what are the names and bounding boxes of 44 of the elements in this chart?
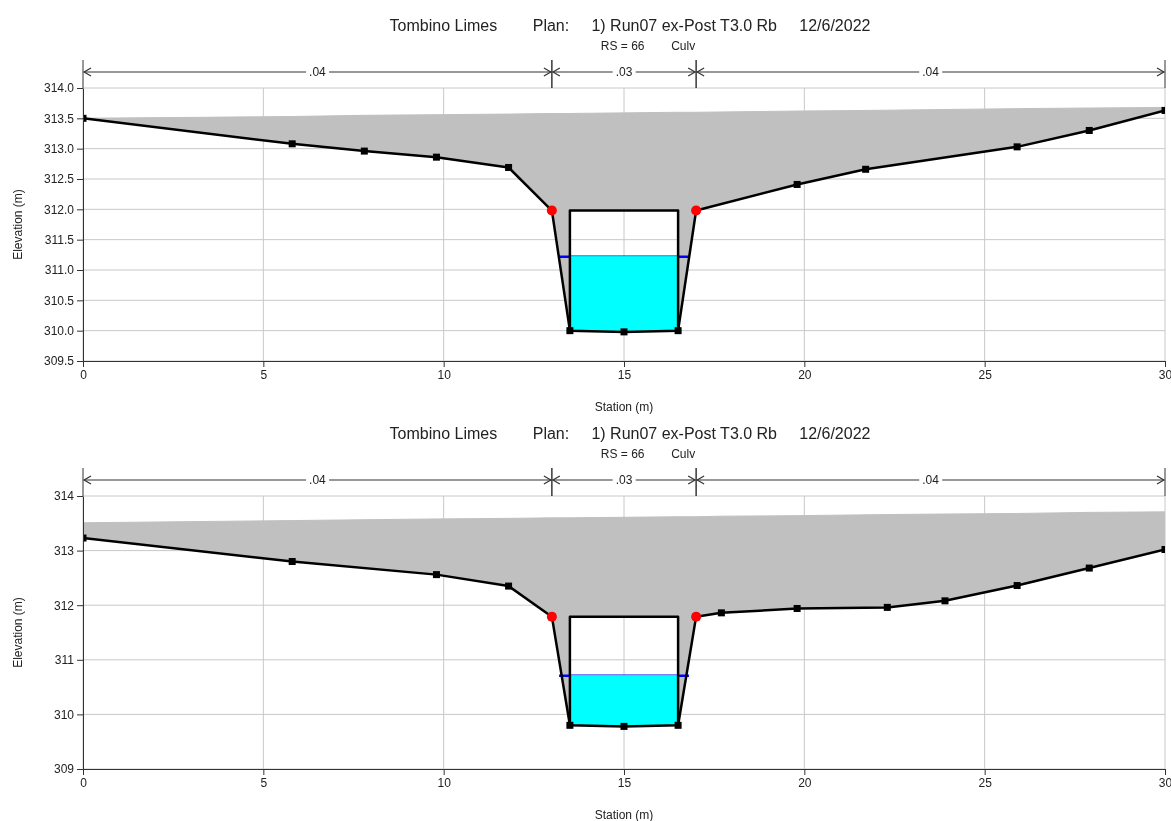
y-tick-label: 311.0 bbox=[44, 263, 75, 278]
chart-subtitle: RS = 66 Culv bbox=[600, 39, 696, 53]
x-axis-title: Station (m) bbox=[594, 400, 654, 414]
y-tick-label: 310.5 bbox=[43, 293, 75, 308]
y-tick-label: 313 bbox=[53, 543, 75, 558]
x-tick-label: 10 bbox=[437, 775, 452, 790]
y-tick-label: 310 bbox=[53, 707, 75, 722]
x-tick-label: 5 bbox=[260, 775, 268, 790]
x-tick-label: 5 bbox=[260, 367, 268, 382]
y-tick-label: 312 bbox=[53, 598, 75, 613]
y-tick-label: 309 bbox=[53, 762, 75, 777]
x-tick-label: 20 bbox=[798, 367, 812, 382]
x-tick-label: 0 bbox=[80, 775, 88, 790]
y-axis-title: Elevation (m) bbox=[11, 189, 25, 260]
text: .03 bbox=[615, 65, 633, 79]
y-tick-label: 311.5 bbox=[44, 233, 75, 248]
x-tick-label: 0 bbox=[80, 367, 88, 382]
y-tick-label: 312.0 bbox=[43, 202, 75, 217]
y-tick-label: 313.0 bbox=[43, 142, 75, 157]
x-axis-title: Station (m) bbox=[594, 808, 654, 821]
text: .04 bbox=[309, 65, 327, 79]
chart-subtitle: RS = 66 Culv bbox=[600, 447, 696, 461]
y-tick-label: 314 bbox=[53, 489, 75, 504]
text: .04 bbox=[922, 65, 940, 79]
text: .04 bbox=[922, 473, 940, 487]
y-tick-label: 314.0 bbox=[43, 81, 75, 96]
chart-title: Tombino Limes Plan: 1) Run07 ex-Post T3.0 Rb 12/6/2022 bbox=[389, 425, 871, 442]
y-tick-label: 312.5 bbox=[43, 172, 75, 187]
y-tick-label: 309.5 bbox=[43, 354, 75, 369]
x-tick-label: 30 bbox=[1158, 367, 1171, 382]
x-tick-label: 25 bbox=[978, 367, 993, 382]
text: .04 bbox=[309, 473, 327, 487]
x-tick-label: 20 bbox=[798, 775, 812, 790]
chart-title: Tombino Limes Plan: 1) Run07 ex-Post T3.0 Rb 12/6/2022 bbox=[389, 17, 871, 34]
y-tick-label: 311 bbox=[54, 653, 75, 668]
x-tick-label: 15 bbox=[617, 367, 632, 382]
x-tick-label: 30 bbox=[1158, 775, 1171, 790]
y-tick-label: 313.5 bbox=[43, 111, 75, 126]
x-tick-label: 25 bbox=[978, 775, 993, 790]
y-tick-label: 310.0 bbox=[43, 324, 75, 339]
y-axis-title: Elevation (m) bbox=[11, 597, 25, 668]
text: .03 bbox=[615, 473, 633, 487]
x-tick-label: 15 bbox=[617, 775, 632, 790]
x-tick-label: 10 bbox=[437, 367, 452, 382]
